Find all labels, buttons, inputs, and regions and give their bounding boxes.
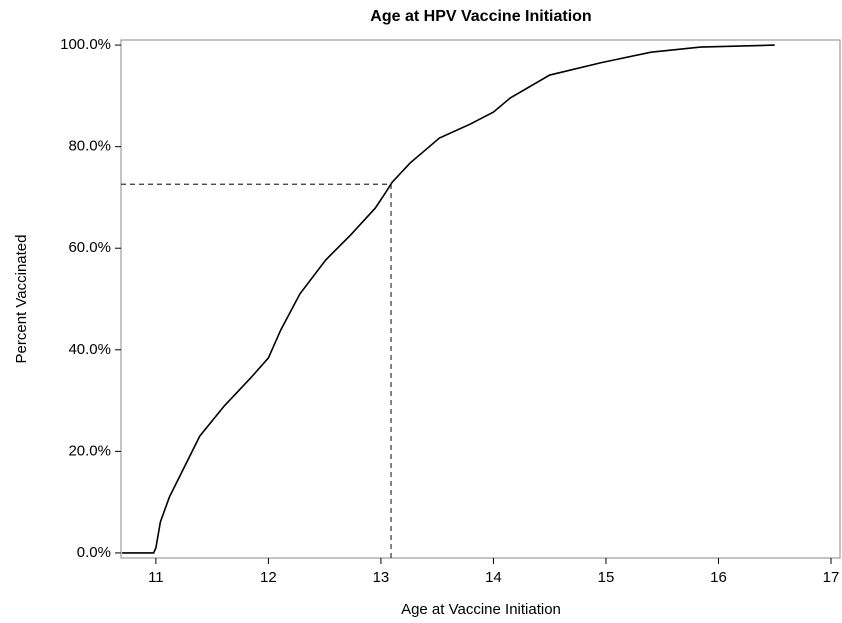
x-tick-label: 14 <box>485 569 502 586</box>
x-tick-label: 12 <box>260 569 277 586</box>
x-tick-label: 17 <box>823 569 840 586</box>
x-axis-label: Age at Vaccine Initiation <box>401 601 561 618</box>
y-tick-label: 60.0% <box>68 239 111 256</box>
x-tick-label: 13 <box>373 569 390 586</box>
x-tick-label: 16 <box>710 569 727 586</box>
y-tick-label: 20.0% <box>68 442 111 459</box>
y-tick-label: 0.0% <box>77 544 111 561</box>
x-tick-label: 11 <box>148 569 164 586</box>
plot-frame <box>120 39 841 559</box>
y-tick-label: 80.0% <box>68 138 111 155</box>
cdf-line <box>122 44 775 554</box>
y-tick-label: 40.0% <box>68 341 111 358</box>
y-tick-label: 100.0% <box>60 36 111 53</box>
y-axis-label: Percent Vaccinated <box>13 235 30 364</box>
x-tick-label: 15 <box>598 569 615 586</box>
chart-title: Age at HPV Vaccine Initiation <box>370 8 591 25</box>
